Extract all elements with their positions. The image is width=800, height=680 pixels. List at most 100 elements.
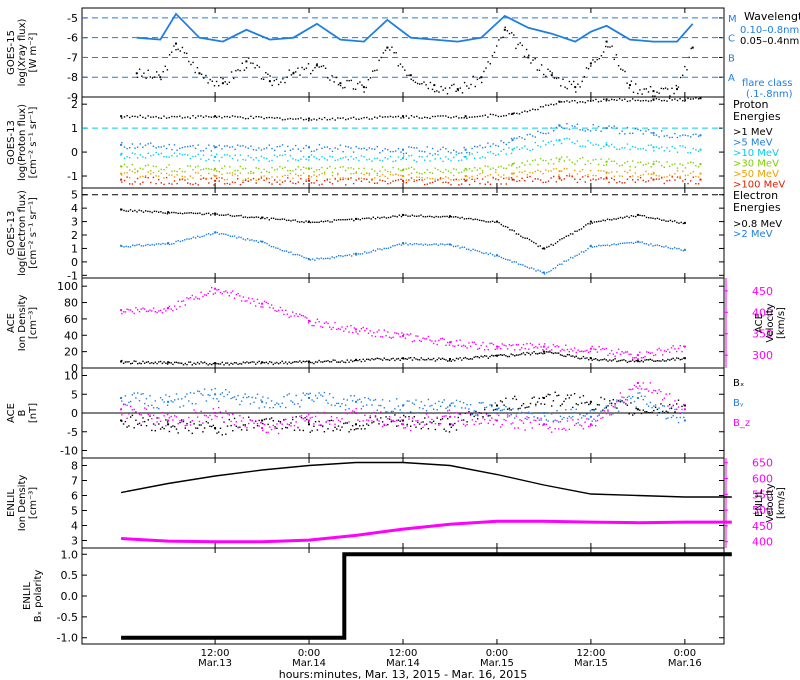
data-point [374,170,376,172]
y-tick-label: 4 [71,520,78,533]
data-point [383,247,385,250]
data-point [667,246,669,249]
data-point [410,172,413,174]
data-point [558,158,561,161]
data-point [517,408,519,410]
data-point [635,386,637,388]
data-point [184,153,186,156]
data-point [487,181,489,183]
data-point [355,145,357,148]
data-point [153,244,156,246]
data-point [452,358,454,361]
data-point [212,362,215,365]
data-point [273,154,276,156]
data-point [418,359,421,361]
data-point [293,315,296,317]
data-point [526,134,529,136]
data-point [647,173,650,175]
data-point [679,345,681,347]
data-point [542,412,545,414]
data-point [394,408,396,410]
data-point [639,148,642,150]
data-point [538,419,540,421]
data-point [554,242,557,245]
data-point [666,180,668,182]
data-point [202,295,204,298]
data-point [184,362,186,365]
data-point [246,396,248,399]
data-point [232,290,234,292]
data-point [682,250,685,252]
data-point [366,327,368,330]
data-point [170,308,172,310]
data-point [279,306,282,309]
data-point [674,98,676,100]
data-point [362,424,364,427]
data-point [600,130,602,132]
data-point [392,166,394,169]
data-point [353,410,356,413]
data-point [271,166,273,169]
data-point [313,425,315,427]
data-point [124,361,127,363]
data-point [505,143,507,146]
data-point [583,76,585,78]
data-point [225,362,227,364]
data-point [508,415,511,417]
data-point [416,161,418,163]
data-point [453,83,455,86]
data-point [357,399,359,401]
data-point [335,76,337,79]
data-point [145,244,147,246]
data-point [498,407,500,409]
data-point [152,307,155,309]
data-point [652,217,654,219]
data-point [120,115,123,118]
data-point [149,309,151,311]
data-point [192,145,194,147]
data-point [350,411,352,414]
data-point [555,167,558,170]
data-point [442,160,444,162]
data-point [408,167,410,169]
data-point [481,219,483,222]
y-axis-label: log(Proton flux) [17,104,28,181]
data-point [290,251,292,253]
data-point [554,419,556,421]
data-point [373,358,375,361]
x-tick-date: Mar.14 [292,658,326,669]
data-point [674,359,676,361]
data-point [487,349,489,351]
data-point [632,396,634,398]
data-point [247,155,249,157]
data-point [371,420,373,422]
data-point [523,55,526,58]
right-tick-label: 300 [752,349,773,362]
data-point [418,172,421,175]
data-point [306,392,308,395]
data-point [207,82,209,84]
data-point [406,358,408,360]
data-point [435,215,437,218]
data-point [449,423,451,426]
data-point [495,144,497,147]
data-point [664,87,667,89]
data-point [455,90,457,92]
data-point [609,400,611,402]
data-point [273,117,276,119]
data-point [679,145,681,147]
data-point [600,410,602,412]
data-point [251,420,253,422]
data-point [156,407,158,409]
data-point [478,347,481,349]
data-point [600,348,602,351]
data-point [570,355,572,357]
x-tick-time: 0:00 [486,648,508,659]
legend-item: Bᵧ [733,398,744,409]
data-point [331,150,334,153]
data-point [591,345,593,348]
data-point [334,119,336,121]
data-point [447,360,449,362]
data-point [595,179,597,181]
data-point [663,360,666,362]
